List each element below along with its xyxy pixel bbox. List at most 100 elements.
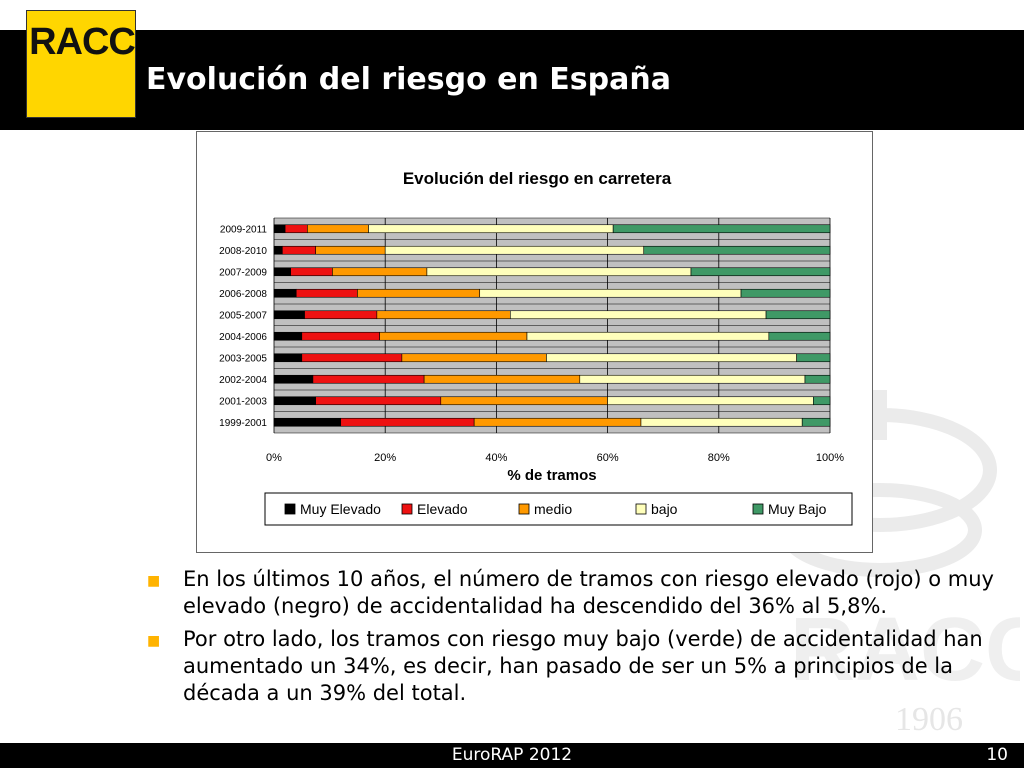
bar-segment bbox=[273, 224, 286, 234]
y-tick-label: 2009-2011 bbox=[220, 224, 268, 235]
legend-label: Muy Bajo bbox=[768, 501, 827, 517]
watermark-text: RACC bbox=[790, 600, 1020, 700]
bar-segment bbox=[509, 310, 767, 320]
bar-segment bbox=[768, 331, 831, 341]
bar-segment bbox=[640, 417, 803, 427]
bar-segment bbox=[284, 224, 308, 234]
slide-title: Evolución del riesgo en España bbox=[146, 62, 671, 97]
bullet-icon: ■ bbox=[147, 573, 161, 589]
bar-segment bbox=[426, 267, 692, 277]
legend-swatch bbox=[401, 503, 413, 515]
watermark-year: 1906 bbox=[895, 701, 963, 738]
bar-segment bbox=[273, 353, 303, 363]
bar-segment bbox=[479, 288, 742, 298]
bar-segment bbox=[473, 417, 642, 427]
bar-segment bbox=[282, 245, 316, 255]
bar-series bbox=[273, 224, 831, 427]
legend-swatch bbox=[518, 503, 530, 515]
bar-segment bbox=[332, 267, 428, 277]
bar-segment bbox=[526, 331, 770, 341]
x-tick-label: 20% bbox=[374, 452, 396, 464]
footer-bar: EuroRAP 2012 10 bbox=[0, 743, 1024, 768]
bar-segment bbox=[804, 374, 831, 384]
bullet-icon: ■ bbox=[147, 633, 161, 649]
bar-segment bbox=[273, 396, 317, 406]
bullet-item: ■ Por otro lado, los tramos con riesgo mu… bbox=[145, 626, 1005, 707]
bar-segment bbox=[273, 267, 291, 277]
bar-segment bbox=[273, 331, 303, 341]
bullet-item: ■ En los últimos 10 años, el número de tr… bbox=[145, 566, 1005, 620]
footer-text: EuroRAP 2012 bbox=[451, 745, 573, 765]
bar-segment bbox=[357, 288, 481, 298]
x-axis-title: % de tramos bbox=[507, 467, 596, 484]
x-tick-label: 0% bbox=[266, 452, 282, 464]
x-tick-label: 40% bbox=[485, 452, 507, 464]
bullet-list: ■ En los últimos 10 años, el número de tr… bbox=[145, 566, 1005, 713]
bar-segment bbox=[384, 245, 645, 255]
bar-segment bbox=[801, 417, 831, 427]
bar-segment bbox=[301, 331, 380, 341]
legend-label: Elevado bbox=[417, 501, 468, 517]
x-tick-label: 80% bbox=[708, 452, 730, 464]
y-tick-label: 2004-2006 bbox=[219, 332, 267, 343]
legend-swatch bbox=[752, 503, 764, 515]
y-tick-label: 1999-2001 bbox=[219, 418, 267, 429]
y-tick-label: 2005-2007 bbox=[219, 310, 267, 321]
bar-segment bbox=[301, 353, 403, 363]
racc-logo: RACC bbox=[26, 10, 136, 118]
legend-swatch bbox=[284, 503, 296, 515]
bar-segment bbox=[273, 374, 314, 384]
bar-segment bbox=[368, 224, 614, 234]
bar-segment bbox=[796, 353, 831, 363]
bullet-text: En los últimos 10 años, el número de tra… bbox=[183, 567, 994, 618]
chart-panel: Evolución del riesgo en carretera 2009-2… bbox=[196, 131, 873, 553]
bar-segment bbox=[376, 310, 511, 320]
y-tick-label: 2002-2004 bbox=[219, 375, 267, 386]
bar-segment bbox=[643, 245, 831, 255]
y-tick-label: 2008-2010 bbox=[219, 246, 267, 257]
bar-segment bbox=[440, 396, 608, 406]
x-axis-labels: 0% 20% 40% 60% 80% 100% bbox=[266, 452, 844, 464]
bar-segment bbox=[273, 417, 342, 427]
y-axis-labels: 2009-2011 2008-2010 2007-2009 2006-2008 2005… bbox=[219, 224, 267, 429]
bar-segment bbox=[315, 245, 386, 255]
bar-segment bbox=[423, 374, 581, 384]
bar-segment bbox=[813, 396, 831, 406]
bar-segment bbox=[340, 417, 475, 427]
bullet-text: Por otro lado, los tramos con riesgo muy… bbox=[183, 627, 983, 705]
legend-label: medio bbox=[534, 501, 572, 517]
bar-segment bbox=[307, 224, 369, 234]
bar-segment bbox=[401, 353, 547, 363]
y-tick-label: 2007-2009 bbox=[219, 267, 267, 278]
bar-segment bbox=[312, 374, 425, 384]
chart-title: Evolución del riesgo en carretera bbox=[403, 169, 672, 188]
logo-text: RACC bbox=[29, 21, 136, 63]
legend-label: bajo bbox=[651, 501, 678, 517]
bar-segment bbox=[304, 310, 378, 320]
x-tick-label: 60% bbox=[597, 452, 619, 464]
page-number: 10 bbox=[986, 745, 1008, 765]
y-tick-label: 2001-2003 bbox=[219, 396, 267, 407]
bar-segment bbox=[315, 396, 442, 406]
bar-segment bbox=[765, 310, 831, 320]
bar-segment bbox=[290, 267, 333, 277]
bar-segment bbox=[273, 288, 297, 298]
bar-segment bbox=[273, 310, 305, 320]
x-tick-label: 100% bbox=[816, 452, 844, 464]
legend-label: Muy Elevado bbox=[300, 501, 381, 517]
bar-segment bbox=[579, 374, 806, 384]
bar-segment bbox=[690, 267, 831, 277]
bar-segment bbox=[612, 224, 831, 234]
bar-segment bbox=[273, 245, 283, 255]
y-tick-label: 2006-2008 bbox=[219, 289, 267, 300]
legend-swatch bbox=[635, 503, 647, 515]
bar-segment bbox=[379, 331, 528, 341]
legend-items: Muy Elevado Elevado medio bajo Muy Bajo bbox=[284, 501, 827, 517]
bar-segment bbox=[740, 288, 831, 298]
header-bar bbox=[0, 30, 1024, 130]
bar-segment bbox=[295, 288, 358, 298]
bar-segment bbox=[546, 353, 797, 363]
bar-segment bbox=[607, 396, 814, 406]
y-tick-label: 2003-2005 bbox=[219, 353, 267, 364]
stacked-bar-chart: Evolución del riesgo en carretera 2009-2… bbox=[219, 169, 853, 526]
